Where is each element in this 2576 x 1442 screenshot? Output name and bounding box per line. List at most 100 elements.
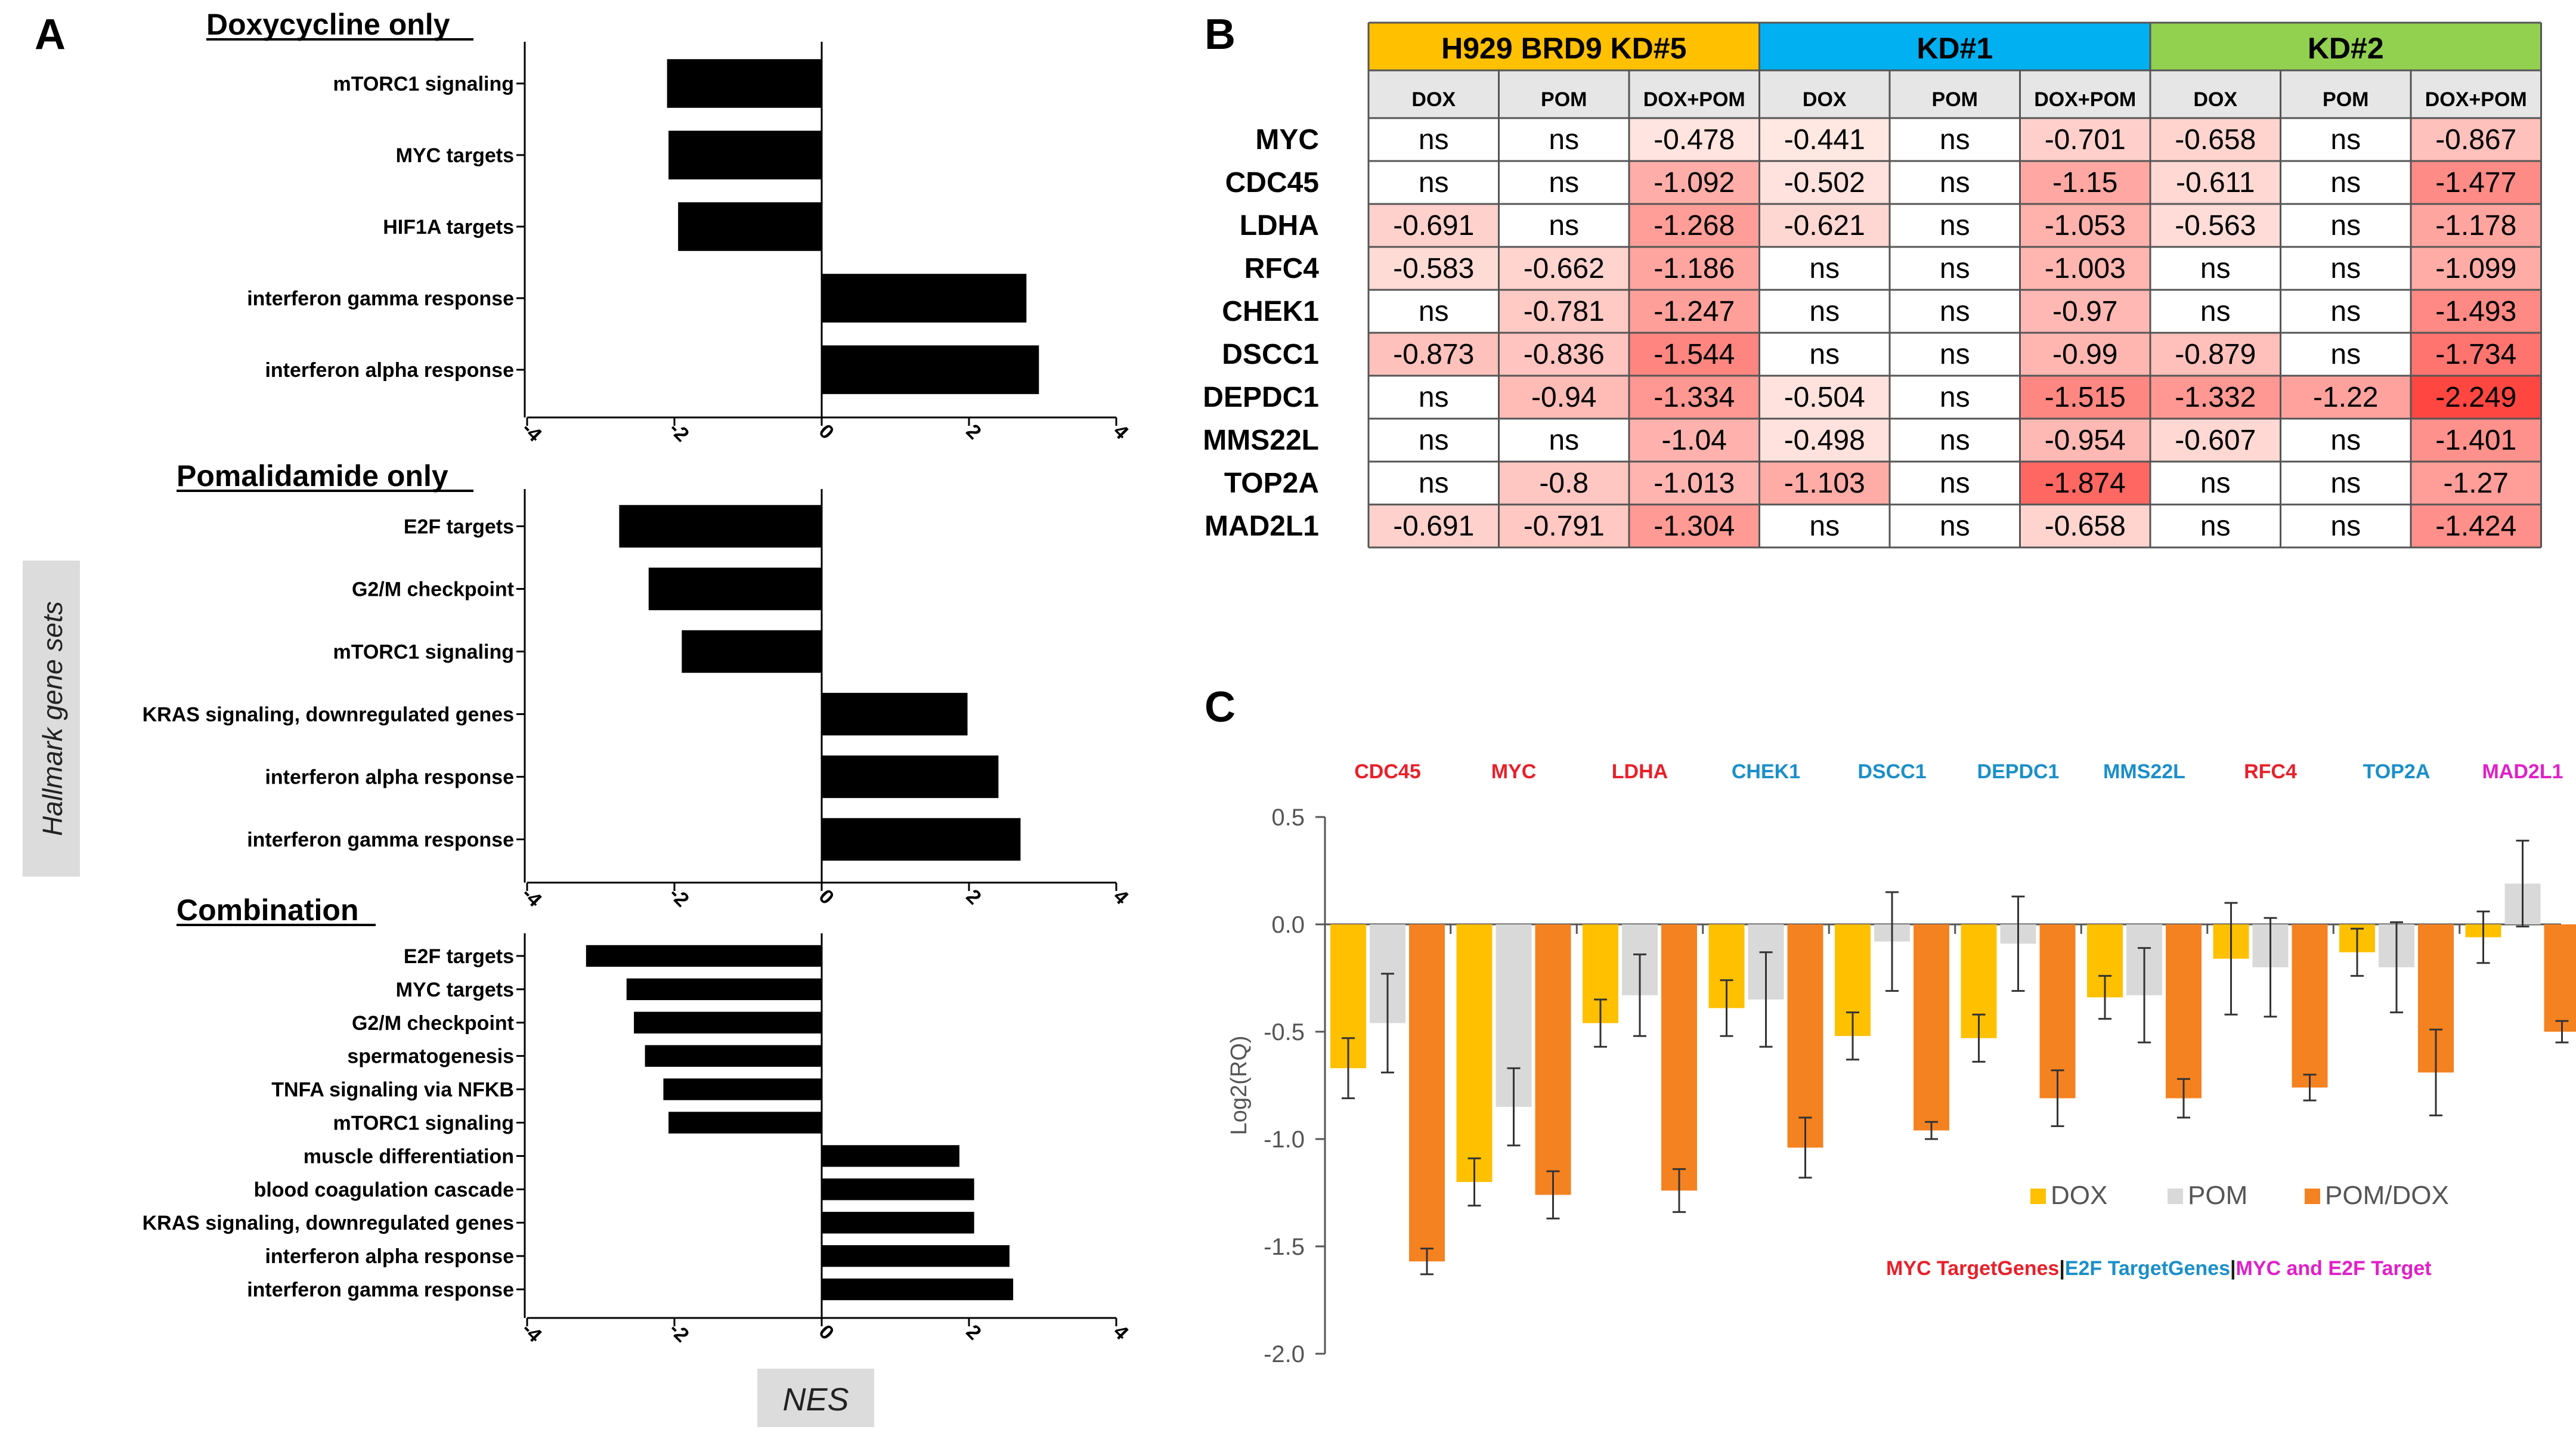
- table-cell-value: -0.611: [2176, 167, 2255, 199]
- bar: [822, 345, 1039, 394]
- column-header-cell: [2411, 70, 2541, 118]
- table-cell-value: -0.97: [2052, 296, 2117, 327]
- table-cell: [2411, 290, 2541, 333]
- table-cell-value: ns: [1419, 425, 1449, 456]
- table-cell-value: -1.247: [1654, 296, 1735, 327]
- table-cell: [2020, 419, 2150, 462]
- table-cell: [1759, 376, 1890, 419]
- bar: [822, 1178, 974, 1200]
- column-header-label: DOX: [1411, 88, 1456, 111]
- table-cell: [1629, 376, 1760, 419]
- gene-label: DEPDC1: [1977, 760, 2060, 783]
- row-gene-label: DSCC1: [1222, 339, 1319, 370]
- table-cell: [1890, 419, 2020, 462]
- table-cell: [1759, 118, 1890, 161]
- column-header-label: DOX+POM: [2034, 88, 2136, 111]
- table-cell-value: ns: [1940, 167, 1970, 199]
- x-tick-label: -4: [518, 1318, 546, 1347]
- table-cell: [2150, 376, 2281, 419]
- x-tick-label: -4: [518, 883, 546, 911]
- table-cell: [1368, 505, 1499, 547]
- table-cell: [1890, 333, 2020, 376]
- table-cell-value: -0.99: [2052, 339, 2117, 370]
- table-cell: [2280, 419, 2411, 462]
- bar: [1914, 924, 1949, 1131]
- table-cell: [1498, 376, 1629, 419]
- table-cell: [2020, 204, 2150, 247]
- table-cell: [1629, 204, 1760, 247]
- table-cell-value: ns: [1940, 382, 1970, 413]
- bar: [648, 567, 822, 611]
- bar: [1787, 924, 1823, 1148]
- caption-part: MYC TargetGenes: [1886, 1257, 2059, 1280]
- table-cell-value: ns: [1940, 253, 1970, 284]
- table-cell: [1890, 204, 2020, 247]
- table-cell: [1368, 462, 1499, 505]
- table-cell: [2150, 290, 2281, 333]
- bar: [668, 1112, 822, 1134]
- gene-label: MAD2L1: [2482, 760, 2563, 783]
- gene-label: CDC45: [1354, 760, 1420, 783]
- x-tick-label: 2: [962, 885, 986, 909]
- column-header-cell: [1368, 70, 1499, 118]
- table-cell-value: ns: [1940, 210, 1970, 242]
- column-header-label: DOX: [2193, 88, 2237, 111]
- caption-part: MYC and E2F Target: [2236, 1257, 2432, 1280]
- table-cell: [1368, 161, 1499, 204]
- category-label: interferon gamma response: [247, 829, 514, 852]
- table-cell: [2150, 247, 2281, 290]
- table-cell-value: -1.332: [2175, 382, 2256, 413]
- gene-label: TOP2A: [2363, 760, 2431, 783]
- y-tick-label: -1.5: [1264, 1234, 1305, 1260]
- table-cell-value: -1.515: [2045, 382, 2126, 413]
- column-header-label: DOX: [1803, 88, 1847, 111]
- table-cell-value: ns: [1419, 167, 1449, 199]
- table-cell-value: -1.04: [1662, 425, 1727, 456]
- bar: [822, 1212, 974, 1234]
- table-cell: [1498, 333, 1629, 376]
- table-cell: [2280, 376, 2411, 419]
- x-tick-label: -2: [665, 417, 693, 446]
- gene-label: RFC4: [2244, 760, 2297, 783]
- legend-swatch: [2168, 1189, 2183, 1204]
- caption-part: E2F TargetGenes: [2065, 1257, 2230, 1280]
- table-cell-value: ns: [2330, 296, 2361, 327]
- table-cell: [1629, 333, 1760, 376]
- table-cell: [1368, 118, 1499, 161]
- category-label: E2F targets: [404, 516, 514, 539]
- table-cell-value: ns: [1419, 382, 1449, 413]
- table-cell-value: -2.249: [2435, 382, 2516, 413]
- table-cell: [2020, 290, 2150, 333]
- table-cell: [1498, 505, 1629, 547]
- bar: [586, 945, 822, 967]
- table-cell-value: ns: [2200, 253, 2231, 284]
- column-header-label: DOX+POM: [2425, 88, 2527, 111]
- table-cell: [1368, 204, 1499, 247]
- table-cell: [2280, 204, 2411, 247]
- table-cell-value: -1.178: [2435, 210, 2516, 242]
- x-tick-label: -4: [518, 417, 546, 446]
- bar: [2544, 924, 2576, 1032]
- row-gene-label: MAD2L1: [1205, 510, 1319, 542]
- category-label: MYC targets: [396, 979, 514, 1001]
- legend-label: POM: [2188, 1181, 2247, 1210]
- table-cell: [2411, 247, 2541, 290]
- table-cell-value: -1.544: [1654, 339, 1735, 370]
- table-cell: [1759, 419, 1890, 462]
- row-gene-label: DEPDC1: [1203, 382, 1319, 413]
- table-cell-value: -1.734: [2435, 339, 2516, 370]
- table-cell: [2411, 161, 2541, 204]
- table-cell-value: -1.874: [2045, 468, 2126, 499]
- group-header-cell: [1368, 23, 1760, 70]
- table-cell-value: -1.092: [1654, 167, 1735, 199]
- category-label: KRAS signaling, downregulated genes: [143, 1212, 514, 1234]
- table-cell: [2411, 204, 2541, 247]
- column-header-cell: [1498, 70, 1629, 118]
- category-label: interferon gamma response: [247, 1279, 514, 1301]
- table-cell-value: ns: [1940, 510, 1970, 542]
- table-cell-value: ns: [2330, 167, 2361, 199]
- table-cell-value: -0.441: [1784, 124, 1865, 156]
- bar: [1409, 924, 1445, 1262]
- table-cell-value: ns: [1809, 253, 1840, 284]
